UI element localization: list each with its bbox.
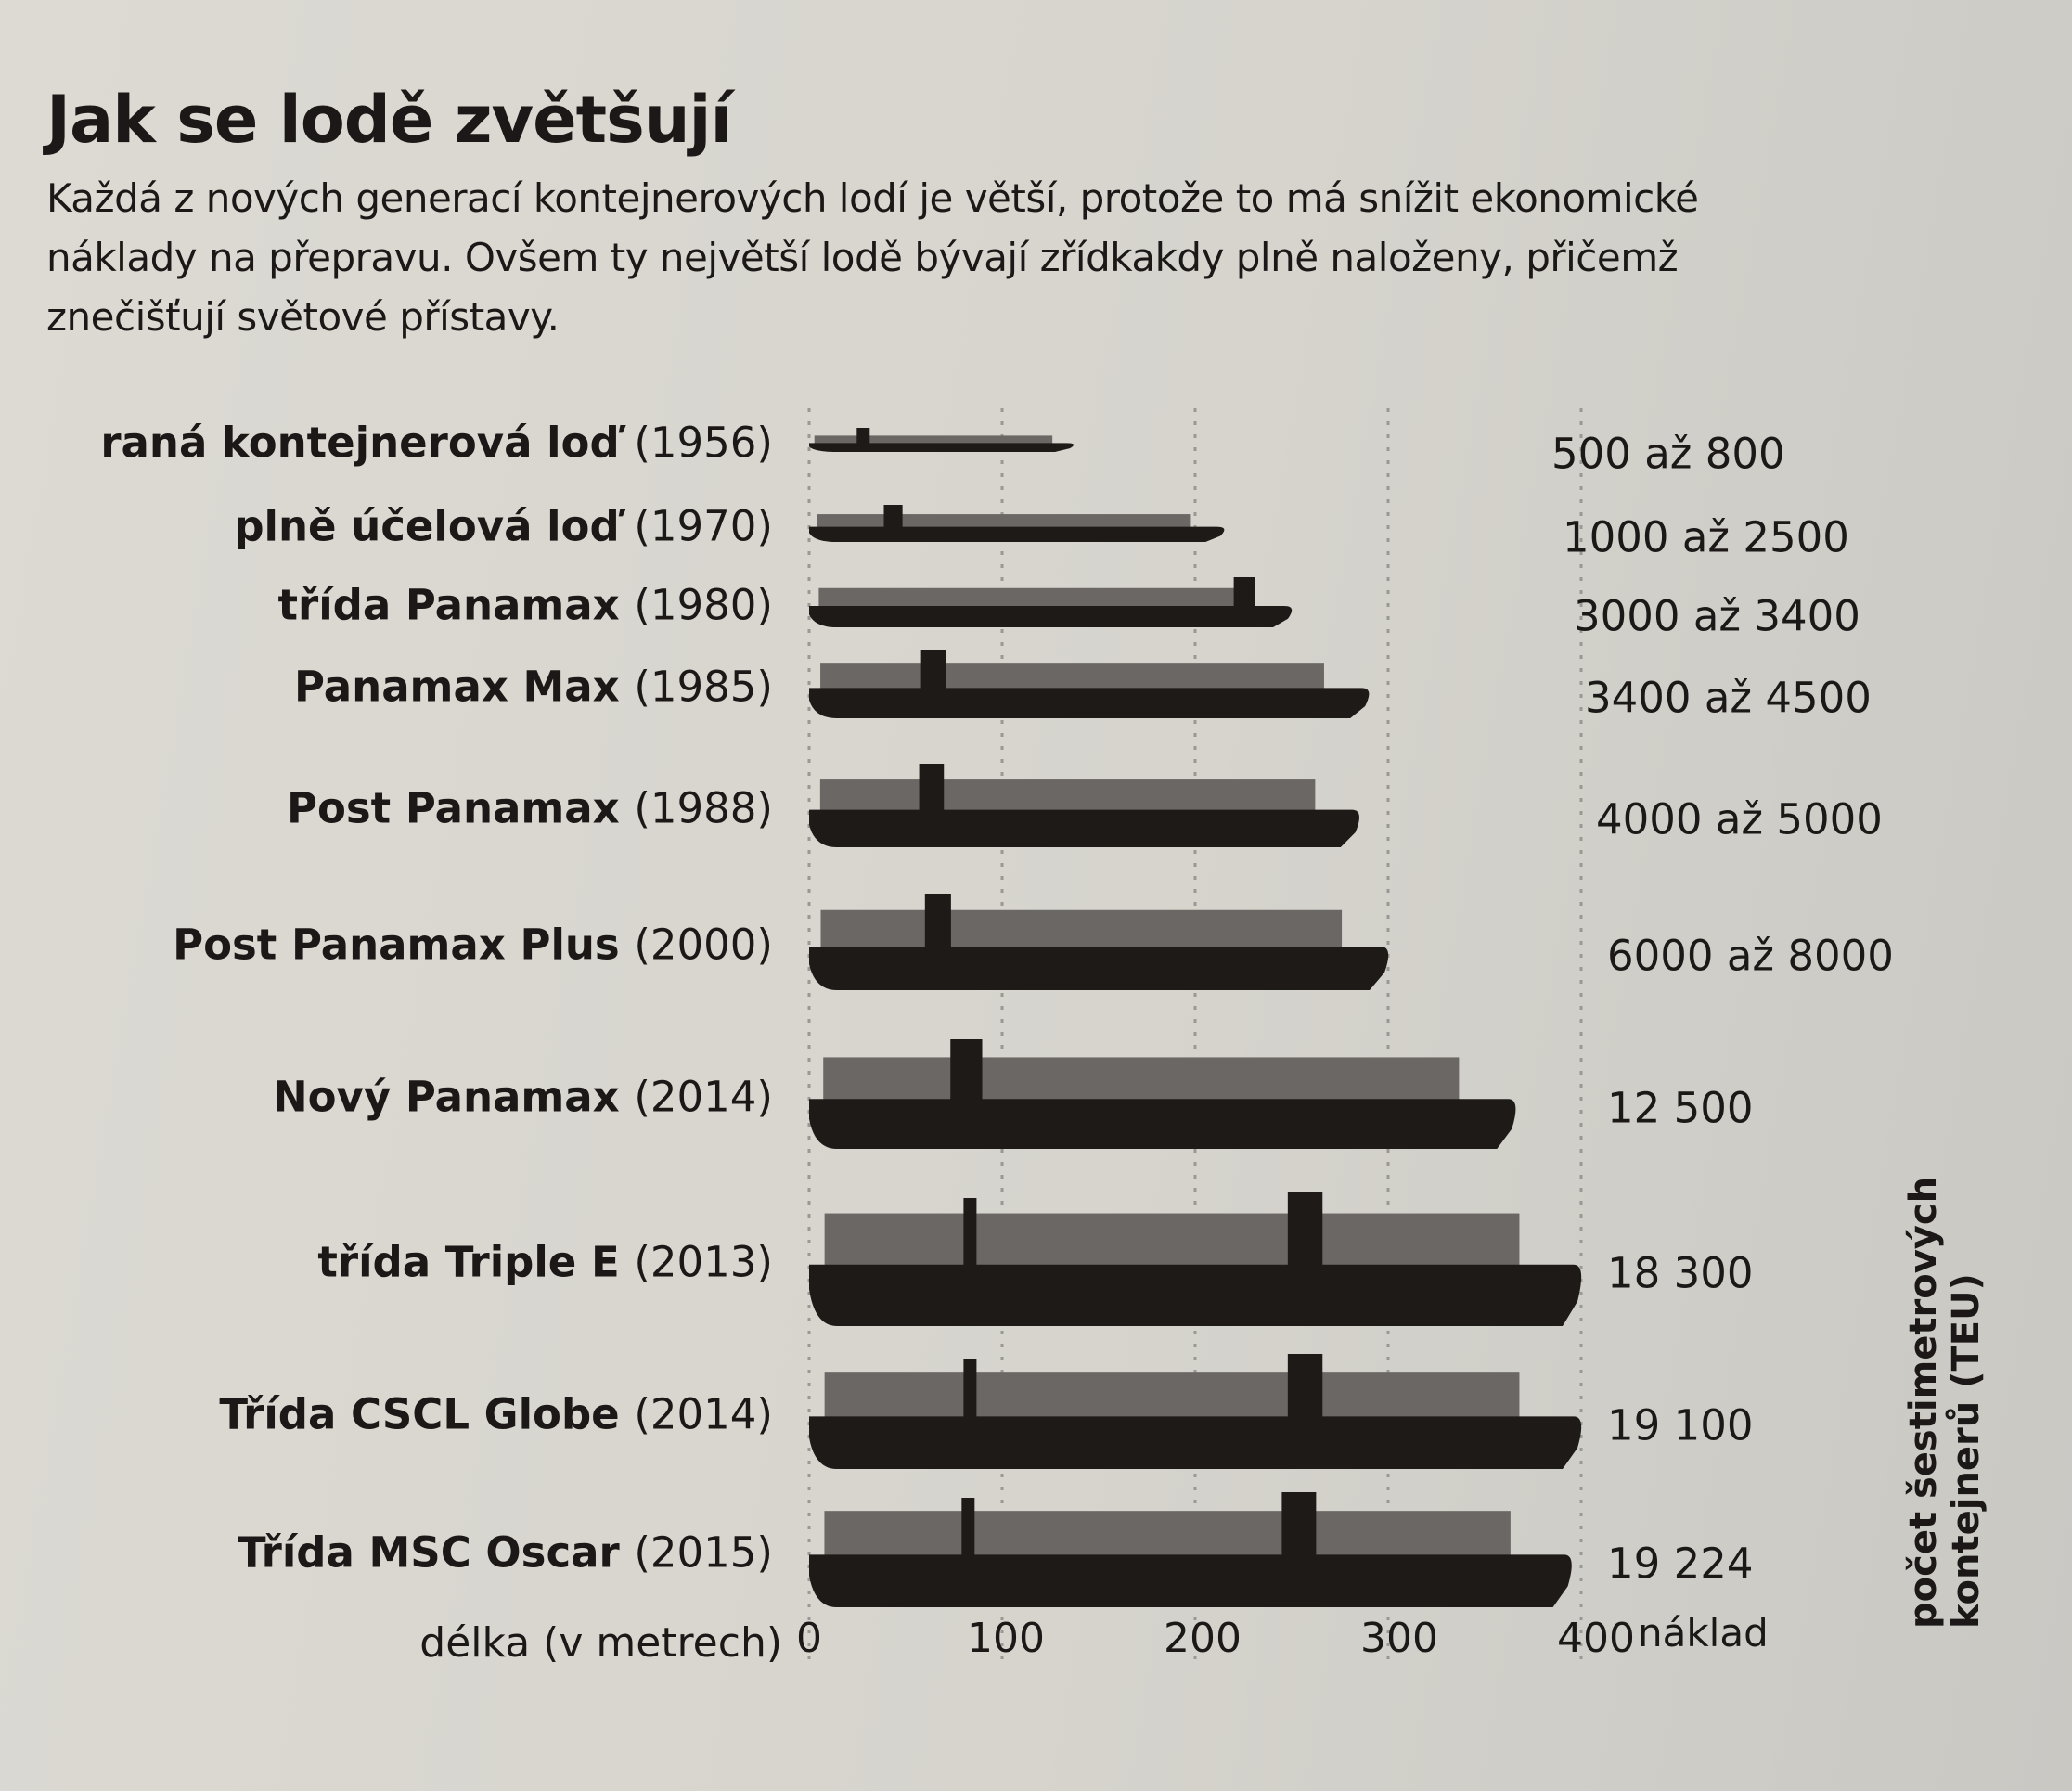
ship-bridge [1287, 1354, 1323, 1425]
ship-year: (1988) [634, 783, 773, 833]
x-tick-label: 0 [796, 1615, 822, 1662]
ship-hull [809, 1554, 1572, 1607]
chart-title: Jak se lodě zvětšují [46, 82, 733, 158]
capacity-value: 6000 až 8000 [1607, 931, 1894, 981]
ship-containers [817, 514, 1191, 529]
ship-bridge [919, 764, 945, 817]
ship-containers [824, 1511, 1511, 1557]
capacity-value: 19 224 [1607, 1539, 1754, 1589]
capacity-axis-label: počet šestimetrových kontejnerů (TEU) [1902, 1176, 1988, 1629]
ship-class-label: Třída CSCL Globe (2014) [219, 1390, 773, 1439]
ship-name: Post Panamax Plus [173, 920, 620, 970]
ship-name: Nový Panamax [272, 1072, 620, 1122]
ship-bridge [924, 894, 951, 954]
ship-hull [809, 605, 1293, 627]
capacity-value: 500 až 800 [1551, 429, 1785, 479]
x-tick-label: 100 [967, 1615, 1045, 1662]
ship-funnel [963, 1198, 977, 1275]
ship-class-label: třída Panamax (1980) [277, 581, 773, 630]
ship-hull [809, 1099, 1516, 1149]
ship-name: plně účelová loď [234, 501, 620, 551]
ship-bridge [883, 505, 903, 530]
ship-bridge [1281, 1492, 1317, 1564]
capacity-value: 19 100 [1607, 1400, 1754, 1450]
capacity-header: náklad [1638, 1610, 1769, 1656]
x-axis-label: délka (v metrech) [419, 1619, 782, 1667]
ship-hull [809, 526, 1225, 542]
capacity-value: 3000 až 3400 [1574, 591, 1860, 641]
ship-containers [820, 663, 1324, 690]
ship-year: (2015) [634, 1527, 773, 1578]
chart-subtitle: Každá z nových generací kontejnerových l… [46, 175, 1699, 340]
ship-hull [809, 688, 1370, 718]
ship-year: (2014) [634, 1072, 773, 1122]
ship-year: (1956) [634, 418, 773, 468]
ship-containers [824, 1372, 1520, 1419]
ship-funnel [963, 1359, 977, 1425]
ship-bridge [920, 650, 946, 693]
ship-name: Třída CSCL Globe [219, 1389, 620, 1439]
ship-hull [809, 443, 1075, 452]
x-tick-label: 300 [1360, 1615, 1438, 1662]
ship-bridge [950, 1039, 983, 1108]
ship-hull [809, 1416, 1582, 1469]
ship-year: (1980) [634, 580, 773, 630]
ship-name: třída Triple E [317, 1237, 620, 1287]
capacity-value: 4000 až 5000 [1596, 794, 1883, 844]
ship-containers [823, 1057, 1460, 1102]
ship-name: raná kontejnerová loď [100, 418, 620, 468]
ship-class-label: Panamax Max (1985) [294, 663, 773, 712]
x-tick-label: 200 [1164, 1615, 1242, 1662]
ship-year: (1985) [634, 662, 773, 712]
ship-hull [809, 809, 1359, 847]
ship-hull [809, 1264, 1582, 1326]
ship-funnel [961, 1498, 975, 1564]
ship-class-label: třída Triple E (2013) [317, 1238, 773, 1287]
capacity-value: 18 300 [1607, 1248, 1754, 1298]
ship-name: třída Panamax [277, 580, 620, 630]
ship-class-label: raná kontejnerová loď (1956) [100, 419, 773, 468]
ship-class-label: Post Panamax (1988) [287, 784, 773, 833]
ship-bridge [856, 428, 870, 445]
ship-bridge [1233, 577, 1255, 610]
ship-class-label: plně účelová loď (1970) [234, 502, 773, 551]
ship-class-label: Třída MSC Oscar (2015) [238, 1528, 773, 1578]
ship-containers [824, 1213, 1520, 1267]
ship-hull [809, 946, 1389, 990]
ship-bridge [1287, 1192, 1323, 1275]
ship-class-label: Nový Panamax (2014) [273, 1073, 773, 1122]
ship-year: (2000) [634, 920, 773, 970]
ship-year: (2013) [634, 1237, 773, 1287]
ship-year: (2014) [634, 1389, 773, 1439]
ship-name: Post Panamax [287, 783, 620, 833]
capacity-value: 12 500 [1607, 1083, 1754, 1133]
capacity-value: 1000 až 2500 [1563, 512, 1849, 562]
x-tick-label: 400 [1557, 1615, 1635, 1662]
ship-class-label: Post Panamax Plus (2000) [173, 921, 773, 970]
ship-containers [814, 435, 1053, 445]
ship-name: Třída MSC Oscar [237, 1527, 620, 1578]
ship-containers [820, 909, 1343, 948]
ship-containers [819, 779, 1316, 812]
capacity-value: 3400 až 4500 [1585, 673, 1872, 723]
ship-containers [818, 587, 1254, 608]
ship-year: (1970) [634, 501, 773, 551]
ship-name: Panamax Max [294, 662, 620, 712]
